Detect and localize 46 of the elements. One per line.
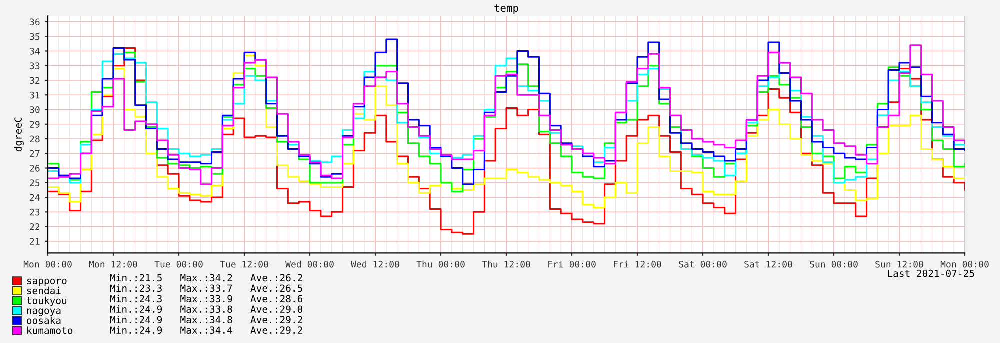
x-tick-label: Sat 00:00 [679,260,727,268]
x-tick-label: Sun 00:00 [810,260,858,268]
text: Min.:21.5 Max.:34.2 Ave.:26.2 [110,274,302,282]
y-tick-label: 26 [30,165,40,172]
y-tick-label: 23 [30,208,40,216]
x-tick-label: Sat 12:00 [744,260,792,268]
y-tick-label: 36 [30,18,40,26]
y-tick-label: 32 [30,77,40,84]
y-tick-label: 29 [30,121,40,128]
x-tick-label: Sun 12:00 [876,260,924,268]
legend-label: oosaka [27,316,61,324]
text: Min.:24.3 Max.:33.9 Ave.:28.6 [110,295,303,303]
chart-title: temp [494,4,518,14]
text: Min.:24.9 Max.:33.8 Ave.:29.0 [110,306,303,314]
x-tick-label: Fri 12:00 [614,260,662,268]
y-tick-label: 24 [30,194,40,201]
legend-label: toukyou [27,296,67,306]
x-tick-label: Tue 00:00 [154,260,203,268]
y-tick-label: 34 [30,48,40,55]
y-tick-label: 27 [30,150,40,158]
x-tick-label: Fri 00:00 [548,260,596,268]
x-tick-label: Mon 12:00 [89,260,138,268]
y-tick-label: 33 [30,62,40,70]
legend-label: kumamoto [28,326,73,334]
x-tick-label: Thu 00:00 [416,260,465,268]
x-tick-label: Mon 00:00 [24,260,72,268]
x-tick-label: Mon 00:00 [940,260,989,268]
x-tick-label: Wed 12:00 [351,260,400,268]
text: Min.:23.3 Max.:33.7 Ave.:26.5 [110,284,302,292]
x-tick-label: Thu 12:00 [482,260,530,268]
y-tick-label: 31 [30,92,40,99]
text: Last 2021-07-25 [888,270,974,278]
y-tick-label: 35 [30,33,40,40]
text: Min.:24.9 Max.:34.4 Ave.:29.2 [110,326,302,334]
y-tick-label: 25 [30,180,40,186]
text: Min.:24.9 Max.:34.8 Ave.:29.2 [110,316,302,324]
legend-label: sendai [27,286,61,294]
y-tick-label: 22 [30,224,40,230]
y-tick-label: 30 [30,106,40,114]
x-tick-label: Wed 00:00 [286,260,334,268]
legend-label: sapporo [27,278,67,286]
y-tick-label: 28 [30,136,40,143]
legend-label: nagoya [27,308,61,316]
y-axis-title: dgreeC [14,118,24,152]
y-tick-label: 21 [30,238,40,245]
x-tick-label: Tue 12:00 [220,260,268,268]
